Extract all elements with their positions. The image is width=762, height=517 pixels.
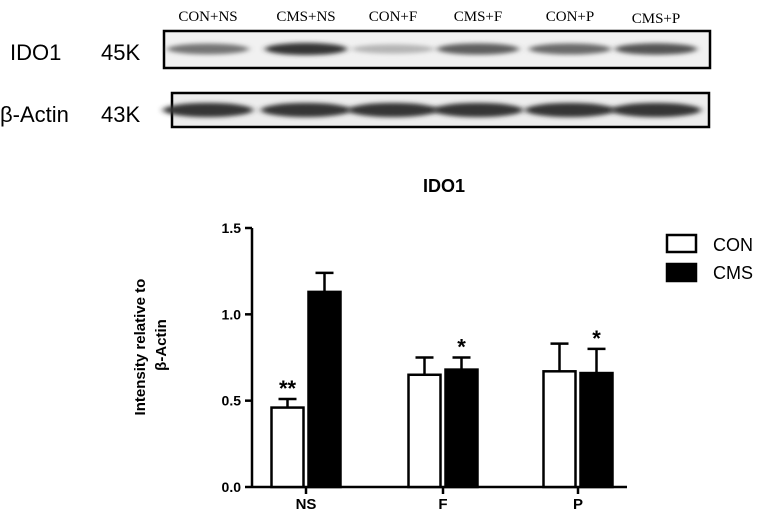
bar-con-ns — [270, 406, 305, 489]
blot-band — [437, 43, 519, 55]
band-group — [163, 102, 701, 118]
lane-label: CON+NS — [178, 9, 237, 25]
bar-cms-ns — [307, 290, 342, 489]
bar-cms-p — [579, 371, 614, 489]
significance-marker: * — [592, 326, 601, 351]
y-tick-label: 0.5 — [222, 393, 242, 409]
blot-band — [352, 44, 434, 54]
blot-row-name: β-Actin — [0, 102, 69, 127]
western-blot: CON+NS CMS+NS CON+F CMS+F CON+P CMS+P ID… — [0, 9, 712, 129]
blot-band — [348, 102, 438, 118]
significance-marker: ** — [279, 376, 297, 401]
blot-row-size: 45K — [101, 40, 140, 65]
bar-con-p — [542, 370, 577, 489]
lane-label: CMS+NS — [276, 9, 335, 25]
blot-band — [525, 102, 615, 118]
blot-band — [615, 43, 697, 55]
legend-label-cms: CMS — [713, 263, 753, 283]
legend-label-con: CON — [713, 235, 753, 255]
blot-band — [433, 102, 523, 118]
x-tick-label: P — [573, 496, 583, 513]
blot-band — [163, 102, 253, 118]
band-group — [167, 42, 697, 56]
blot-strip-ido1 — [162, 29, 712, 70]
legend-swatch-cms — [665, 262, 698, 283]
y-axis-label-line: Intensity relative to — [132, 279, 149, 416]
lane-label: CMS+F — [454, 9, 503, 25]
x-axis: NS F P — [252, 485, 627, 513]
blot-row-name: IDO1 — [10, 40, 61, 65]
bar-cms-f — [444, 368, 479, 489]
x-tick-label: F — [438, 496, 447, 513]
bar-series: *** * — [270, 271, 614, 489]
legend: CON CMS — [665, 233, 753, 283]
chart-title: IDO1 — [423, 176, 465, 196]
y-tick-label: 0.0 — [222, 479, 242, 495]
legend-swatch-con — [665, 233, 698, 254]
blot-row-size: 43K — [101, 102, 140, 127]
blot-band — [261, 102, 351, 118]
lane-label: CON+P — [546, 9, 594, 25]
y-tick-label: 1.0 — [222, 306, 242, 322]
blot-band — [265, 42, 347, 56]
blot-strip-actin — [163, 91, 711, 129]
y-axis-label-line: β-Actin — [153, 319, 170, 371]
y-axis: 0.0 0.5 1.0 1.5 — [222, 220, 254, 495]
y-axis-label: Intensity relative to β-Actin — [132, 275, 170, 416]
significance-marker: * — [457, 335, 466, 360]
bar-chart: IDO1 Intensity relative to β-Actin 0.00.… — [132, 176, 753, 513]
lane-label: CMS+P — [632, 11, 681, 27]
blot-band — [529, 43, 611, 55]
y-tick-label: 1.5 — [222, 220, 242, 236]
blot-band — [611, 102, 701, 118]
lane-label: CON+F — [369, 9, 417, 25]
blot-band — [167, 43, 249, 55]
bar-con-f — [407, 373, 442, 489]
x-tick-label: NS — [296, 496, 317, 513]
